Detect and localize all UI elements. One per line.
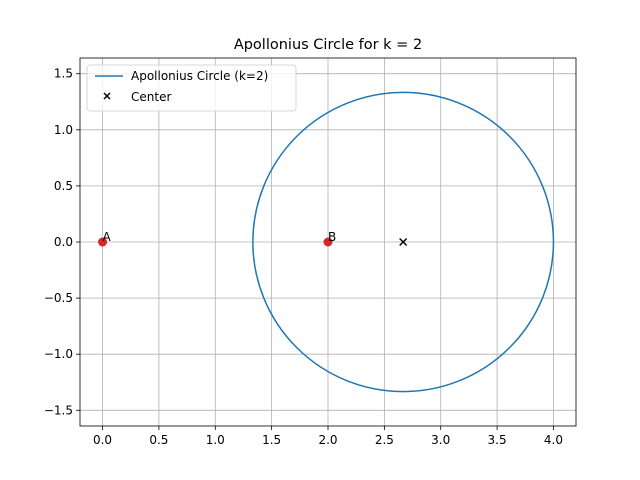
- axis-ticks: 0.0 0.5 1.0 1.5 2.0 2.5 3.0 3.5 4.0 −1.5 −1.0 −0.5 0…: [44, 67, 563, 447]
- y-tick-label: 0.5: [54, 179, 73, 193]
- y-tick-label: 0.0: [54, 235, 73, 249]
- y-tick-label: 1.0: [54, 123, 73, 137]
- legend-center-label: Center: [131, 90, 171, 104]
- y-tick-label: −1.0: [44, 347, 73, 361]
- x-tick-label: 0.0: [93, 433, 112, 447]
- x-tick-label: 2.5: [375, 433, 394, 447]
- x-tick-label: 1.5: [262, 433, 281, 447]
- legend-circle-label: Apollonius Circle (k=2): [131, 69, 268, 83]
- chart-title: Apollonius Circle for k = 2: [234, 37, 422, 53]
- x-tick-label: 0.5: [149, 433, 168, 447]
- point-b-label: B: [328, 230, 336, 244]
- legend-box: [86, 64, 297, 112]
- x-tick-label: 1.0: [206, 433, 225, 447]
- x-tick-label: 4.0: [544, 433, 563, 447]
- y-tick-label: −0.5: [44, 291, 73, 305]
- x-tick-label: 2.0: [318, 433, 337, 447]
- y-tick-label: 1.5: [54, 67, 73, 81]
- legend: Apollonius Circle (k=2) Center: [86, 64, 297, 112]
- x-tick-label: 3.0: [431, 433, 450, 447]
- center-marker: [399, 237, 408, 247]
- apollonius-circle-series: [252, 91, 555, 393]
- point-a-label: A: [103, 230, 112, 244]
- legend-center-swatch: [103, 92, 111, 100]
- point-a-marker: [98, 237, 108, 247]
- y-tick-label: −1.5: [44, 403, 73, 417]
- point-b-marker: [323, 237, 333, 247]
- x-tick-label: 3.5: [488, 433, 507, 447]
